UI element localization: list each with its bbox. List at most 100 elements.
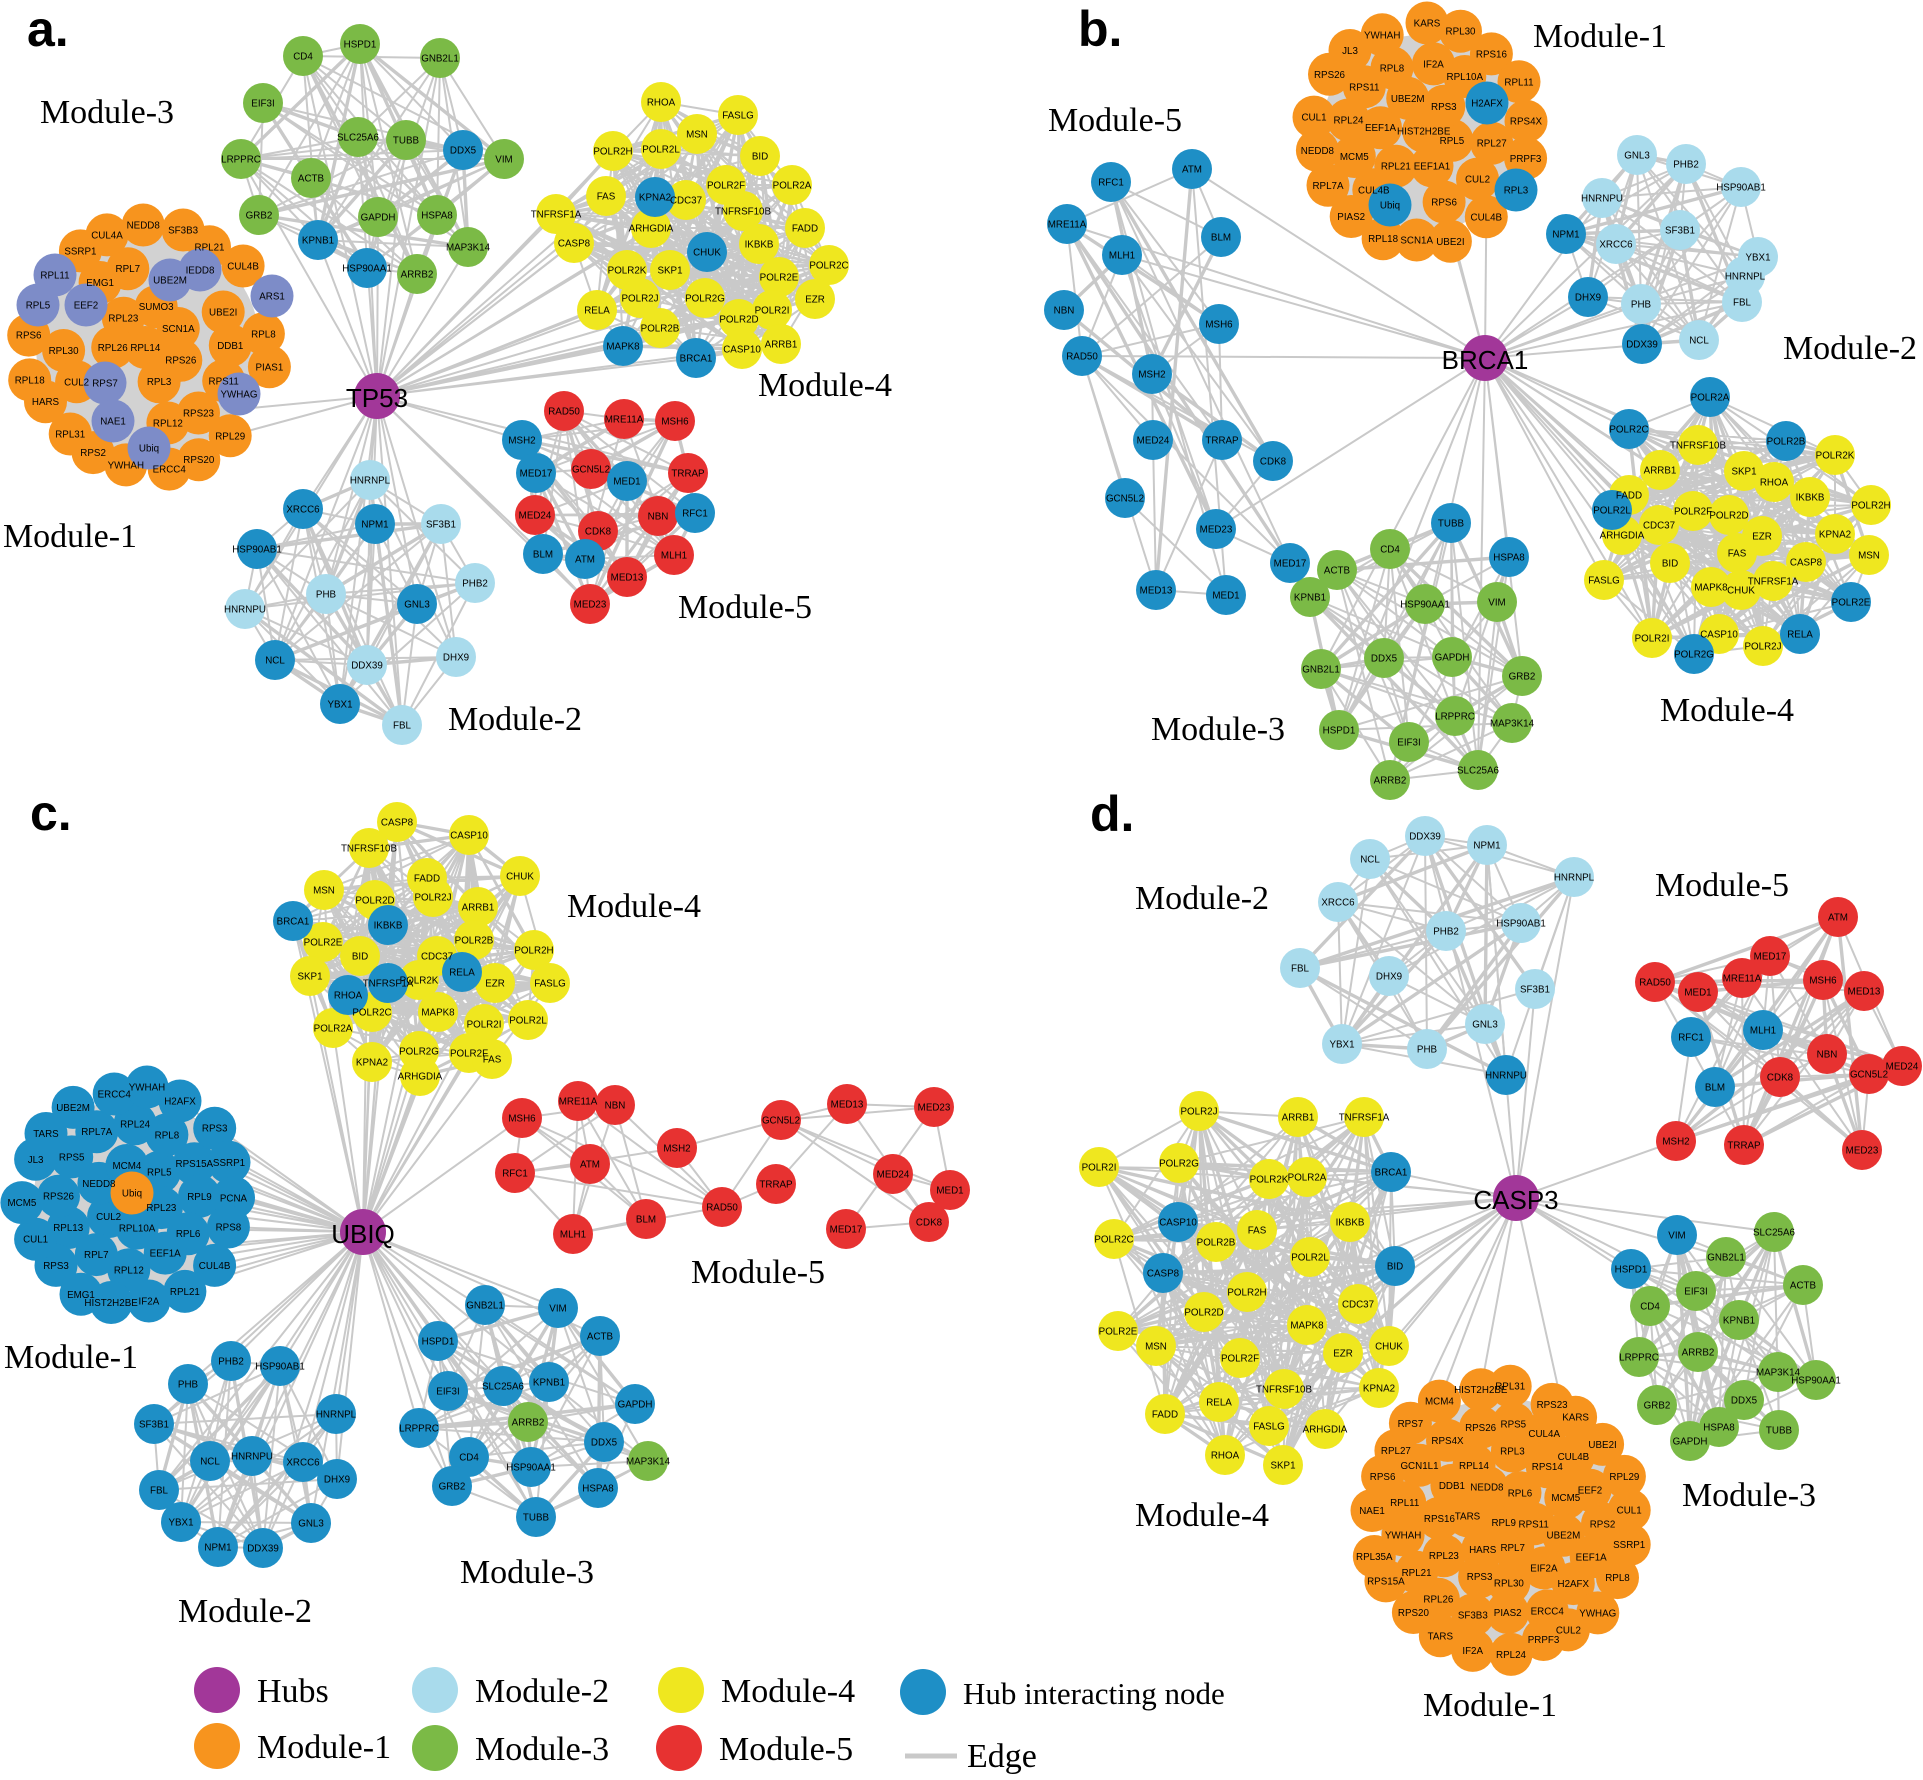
- svg-text:POLR2J: POLR2J: [1180, 1107, 1217, 1118]
- svg-text:MRE11A: MRE11A: [1723, 974, 1762, 985]
- svg-text:RPS15A: RPS15A: [1367, 1576, 1405, 1587]
- svg-text:RPS2: RPS2: [1590, 1519, 1616, 1530]
- svg-text:POLR2A: POLR2A: [1288, 1173, 1327, 1184]
- svg-text:CDK8: CDK8: [916, 1218, 943, 1229]
- svg-text:CASP10: CASP10: [723, 345, 761, 356]
- svg-text:FBL: FBL: [393, 721, 412, 732]
- svg-text:POLR2D: POLR2D: [719, 315, 758, 326]
- svg-text:HNRNPU: HNRNPU: [1581, 194, 1623, 205]
- svg-text:RPL26: RPL26: [1423, 1595, 1454, 1606]
- svg-text:CUL4B: CUL4B: [199, 1261, 231, 1272]
- svg-text:Module-4: Module-4: [567, 888, 701, 925]
- svg-text:DDB1: DDB1: [1439, 1481, 1465, 1492]
- svg-text:ARHGDIA: ARHGDIA: [1303, 1425, 1348, 1436]
- svg-text:CUL4B: CUL4B: [1358, 185, 1390, 196]
- svg-text:MSH6: MSH6: [1205, 320, 1233, 331]
- svg-text:ARHGDIA: ARHGDIA: [398, 1072, 443, 1083]
- svg-text:GRB2: GRB2: [246, 211, 273, 222]
- svg-text:IKBKB: IKBKB: [1796, 493, 1825, 504]
- svg-text:MSN: MSN: [686, 130, 708, 141]
- svg-text:CASP8: CASP8: [1147, 1269, 1180, 1280]
- svg-text:POLR2H: POLR2H: [1851, 501, 1890, 512]
- svg-text:MSN: MSN: [1145, 1342, 1167, 1353]
- svg-text:RFC1: RFC1: [682, 509, 708, 520]
- svg-text:FAS: FAS: [1248, 1226, 1267, 1237]
- svg-text:IF2A: IF2A: [139, 1297, 160, 1308]
- svg-text:CUL1: CUL1: [1617, 1506, 1642, 1517]
- svg-text:Module-1: Module-1: [3, 518, 137, 555]
- svg-text:POLR2K: POLR2K: [400, 976, 439, 987]
- svg-text:Module-4: Module-4: [758, 367, 892, 404]
- svg-text:GAPDH: GAPDH: [361, 213, 396, 224]
- svg-text:RPS23: RPS23: [1537, 1400, 1569, 1411]
- svg-text:MED13: MED13: [611, 573, 644, 584]
- svg-text:ARRB1: ARRB1: [765, 340, 798, 351]
- svg-text:Module-3: Module-3: [475, 1731, 609, 1768]
- svg-text:a.: a.: [27, 1, 69, 57]
- svg-text:RPS11: RPS11: [1349, 82, 1379, 93]
- svg-text:YWHAH: YWHAH: [1385, 1530, 1421, 1541]
- svg-text:H2AFX: H2AFX: [1471, 99, 1503, 110]
- svg-text:NPM1: NPM1: [204, 1543, 231, 1554]
- svg-text:RFC1: RFC1: [1678, 1033, 1704, 1044]
- svg-text:RPS5: RPS5: [59, 1152, 85, 1163]
- svg-text:RPS3: RPS3: [43, 1261, 69, 1272]
- svg-text:PIAS2: PIAS2: [1337, 212, 1365, 223]
- svg-text:UBE2M: UBE2M: [1547, 1531, 1581, 1542]
- svg-text:MLH1: MLH1: [1750, 1026, 1776, 1037]
- svg-text:POLR2L: POLR2L: [1291, 1253, 1329, 1264]
- svg-text:MAP3K14: MAP3K14: [626, 1457, 671, 1468]
- svg-text:POLR2C: POLR2C: [352, 1008, 391, 1019]
- svg-text:HNRNPL: HNRNPL: [350, 476, 391, 487]
- svg-text:H2AFX: H2AFX: [164, 1097, 196, 1108]
- svg-text:ARRB1: ARRB1: [1644, 466, 1677, 477]
- svg-text:RPL30: RPL30: [1446, 27, 1477, 38]
- svg-text:MLH1: MLH1: [1109, 251, 1135, 262]
- svg-text:POLR2H: POLR2H: [514, 946, 553, 957]
- svg-text:POLR2L: POLR2L: [642, 145, 680, 156]
- svg-text:HSPA8: HSPA8: [582, 1484, 614, 1495]
- svg-text:TNFRSF10B: TNFRSF10B: [1256, 1385, 1313, 1396]
- svg-text:MSN: MSN: [1858, 551, 1880, 562]
- svg-text:EZR: EZR: [485, 979, 505, 990]
- svg-text:DDX39: DDX39: [247, 1544, 279, 1555]
- svg-text:RPL9: RPL9: [187, 1192, 212, 1203]
- svg-text:RPS16: RPS16: [1424, 1514, 1456, 1525]
- svg-text:RPL24: RPL24: [1334, 116, 1365, 127]
- svg-text:GCN5L2: GCN5L2: [1106, 494, 1144, 505]
- svg-text:POLR2I: POLR2I: [467, 1020, 502, 1031]
- svg-text:Module-5: Module-5: [1048, 102, 1182, 139]
- svg-text:CHUK: CHUK: [1727, 586, 1755, 597]
- svg-text:Module-3: Module-3: [1151, 711, 1285, 748]
- svg-text:RPL3: RPL3: [147, 377, 172, 388]
- svg-text:NBN: NBN: [605, 1101, 626, 1112]
- svg-text:RPS20: RPS20: [183, 455, 215, 466]
- svg-text:RPL21: RPL21: [170, 1287, 200, 1298]
- svg-text:RPL23: RPL23: [1429, 1551, 1460, 1562]
- svg-text:Hubs: Hubs: [257, 1673, 329, 1710]
- svg-text:POLR2A: POLR2A: [773, 181, 812, 192]
- svg-text:RPS20: RPS20: [1398, 1608, 1430, 1619]
- svg-text:ARRB2: ARRB2: [1682, 1348, 1715, 1359]
- svg-text:BLM: BLM: [533, 550, 553, 561]
- svg-text:GCN5L2: GCN5L2: [1850, 1070, 1888, 1081]
- svg-text:SF3B1: SF3B1: [1520, 985, 1550, 996]
- svg-text:Module-5: Module-5: [678, 589, 812, 626]
- svg-text:Module-2: Module-2: [448, 701, 582, 738]
- svg-text:LRPPRC: LRPPRC: [399, 1424, 439, 1435]
- svg-text:KPNB1: KPNB1: [1723, 1316, 1755, 1327]
- svg-text:DDX5: DDX5: [1371, 654, 1398, 665]
- svg-text:Module-4: Module-4: [1135, 1497, 1269, 1534]
- svg-text:POLR2C: POLR2C: [1094, 1235, 1133, 1246]
- svg-text:VIM: VIM: [1488, 598, 1505, 609]
- svg-text:RHOA: RHOA: [1760, 478, 1789, 489]
- svg-text:POLR2I: POLR2I: [1635, 634, 1670, 645]
- svg-text:MED24: MED24: [877, 1170, 910, 1181]
- svg-text:CDC37: CDC37: [1342, 1300, 1374, 1311]
- svg-text:KPNA2: KPNA2: [356, 1058, 388, 1069]
- svg-text:DDX39: DDX39: [1409, 832, 1441, 843]
- svg-text:FADD: FADD: [792, 224, 818, 235]
- svg-text:MED24: MED24: [1886, 1062, 1919, 1073]
- svg-text:RFC1: RFC1: [1098, 178, 1124, 189]
- svg-text:Module-4: Module-4: [1660, 692, 1794, 729]
